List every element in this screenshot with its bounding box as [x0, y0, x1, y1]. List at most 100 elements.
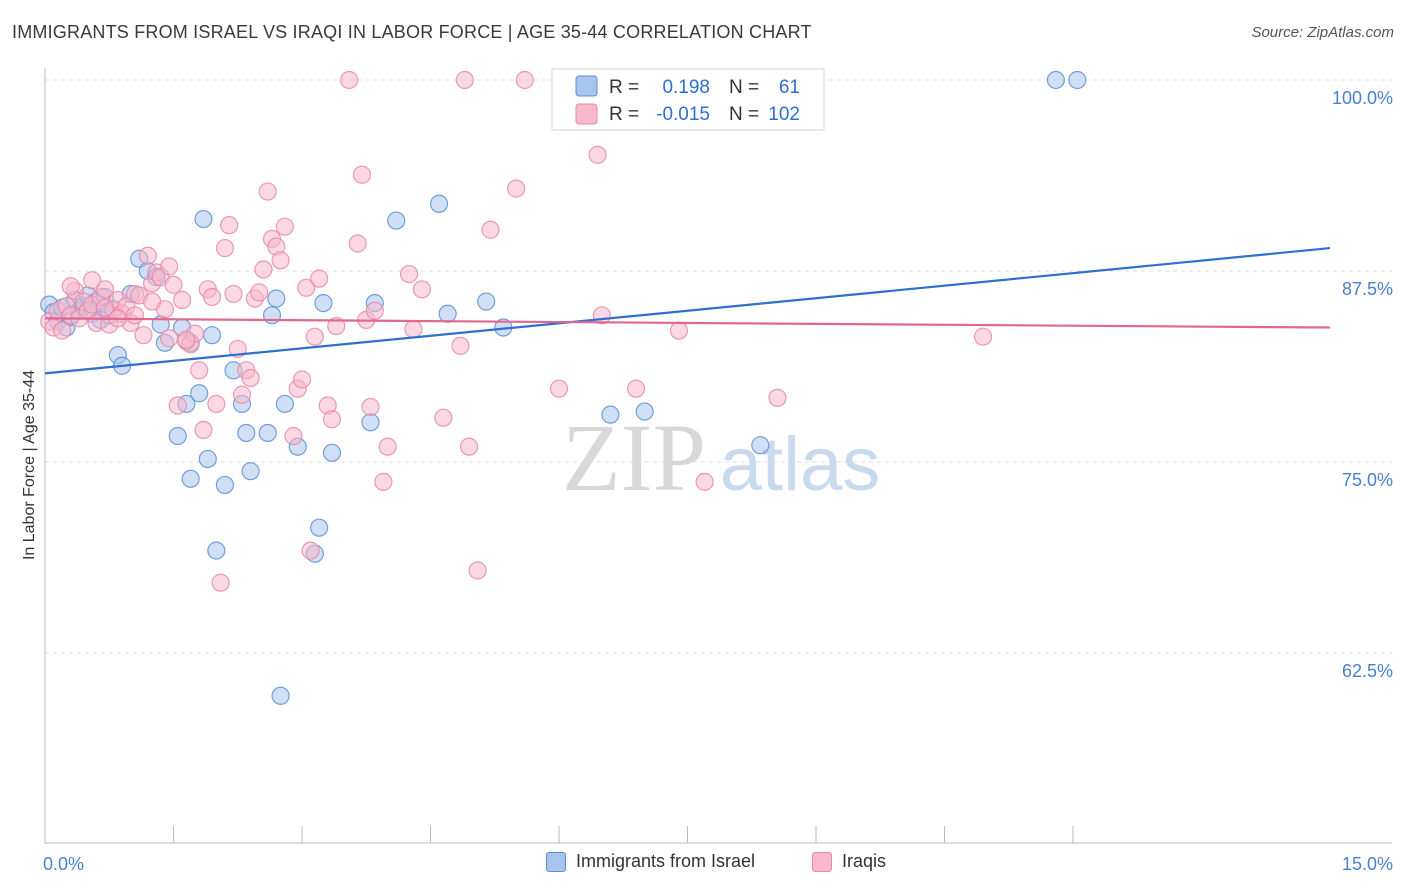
axes: [44, 68, 1392, 844]
trend-lines: [44, 246, 1331, 375]
stats-r-value-blue: 0.198: [662, 77, 710, 98]
point-iraqis: [348, 234, 367, 253]
point-israel: [267, 289, 286, 308]
point-iraqis: [160, 329, 179, 348]
point-israel: [237, 423, 256, 443]
point-israel: [601, 405, 620, 424]
stats-box: R = 0.198 N = 61 R = -0.015 N = 102: [551, 68, 825, 131]
point-israel: [322, 443, 342, 462]
y-tick-labels: 100.0% 87.5% 75.0% 62.5%: [1332, 88, 1393, 681]
stats-n-label-pink: N =: [729, 104, 759, 125]
point-iraqis: [292, 370, 312, 389]
point-iraqis: [626, 379, 646, 398]
legend-label-iraqis: Iraqis: [842, 851, 887, 871]
point-iraqis: [434, 408, 453, 427]
point-iraqis: [768, 388, 787, 407]
point-iraqis: [378, 437, 397, 456]
point-iraqis: [327, 316, 346, 336]
point-israel: [477, 292, 496, 311]
point-iraqis: [361, 397, 380, 417]
point-iraqis: [459, 437, 479, 456]
x-tick-labels: 0.0% 15.0%: [43, 854, 1393, 874]
point-israel: [194, 209, 213, 229]
point-israel: [387, 211, 406, 230]
legend-item-israel[interactable]: Immigrants from Israel: [546, 851, 755, 872]
stats-n-value-blue: 61: [779, 77, 800, 98]
point-iraqis: [168, 396, 187, 415]
point-iraqis: [515, 70, 534, 90]
watermark-zip: ZIP: [562, 404, 706, 511]
point-israel: [168, 426, 187, 446]
point-iraqis: [549, 379, 569, 398]
y-tick-label: 100.0%: [1332, 88, 1393, 108]
point-iraqis: [455, 70, 474, 90]
point-iraqis: [399, 264, 419, 284]
point-iraqis: [507, 179, 526, 198]
point-iraqis: [250, 283, 269, 302]
point-israel: [361, 413, 380, 432]
point-israel: [635, 402, 654, 421]
point-iraqis: [254, 260, 273, 279]
point-iraqis: [297, 278, 316, 297]
point-israel: [1068, 70, 1087, 90]
point-iraqis: [138, 246, 157, 265]
stats-n-label-blue: N =: [729, 77, 759, 98]
watermark-atlas: atlas: [720, 422, 881, 507]
point-iraqis: [669, 321, 689, 340]
point-iraqis: [305, 327, 324, 346]
point-iraqis: [164, 275, 183, 294]
point-israel: [215, 475, 234, 495]
point-israel: [275, 394, 294, 414]
point-israel: [310, 518, 329, 537]
point-iraqis: [53, 321, 72, 340]
point-iraqis: [271, 251, 290, 270]
legend-item-iraqis[interactable]: Iraqis: [812, 851, 886, 872]
point-israel: [1046, 70, 1065, 90]
point-iraqis: [207, 394, 226, 414]
point-iraqis: [481, 220, 500, 239]
point-iraqis: [202, 287, 222, 307]
legend-swatch-iraqis: [812, 851, 832, 872]
point-iraqis: [232, 385, 252, 404]
watermark: ZIP atlas: [562, 404, 880, 511]
point-iraqis: [160, 257, 179, 276]
point-iraqis: [284, 426, 303, 446]
y-tick-label: 62.5%: [1342, 661, 1393, 681]
point-israel: [438, 304, 457, 323]
legend-swatch-israel: [546, 851, 566, 872]
point-iraqis: [695, 472, 714, 491]
stats-r-label-blue: R =: [609, 77, 639, 98]
legend-label-israel: Immigrants from Israel: [576, 851, 756, 871]
point-israel: [198, 449, 217, 469]
source-label: Source: ZipAtlas.com: [1251, 24, 1394, 41]
point-iraqis: [322, 410, 342, 429]
point-iraqis: [404, 319, 423, 339]
point-iraqis: [134, 326, 153, 345]
trend-line-israel: [44, 246, 1331, 375]
point-iraqis: [83, 271, 102, 290]
y-tick-label: 87.5%: [1342, 279, 1393, 299]
stats-swatch-blue: [575, 75, 598, 97]
point-israel: [181, 469, 200, 488]
point-iraqis: [258, 182, 277, 201]
stats-swatch-pink: [575, 103, 598, 125]
point-israel: [258, 423, 277, 443]
point-iraqis: [61, 277, 80, 296]
point-iraqis: [95, 298, 115, 317]
point-iraqis: [194, 420, 213, 440]
point-israel: [271, 686, 290, 705]
point-iraqis: [95, 280, 115, 299]
point-iraqis: [340, 70, 359, 90]
point-iraqis: [412, 280, 432, 299]
point-israel: [241, 462, 260, 481]
point-israel: [190, 384, 209, 403]
point-iraqis: [374, 472, 393, 491]
point-israel: [429, 194, 449, 213]
point-iraqis: [224, 284, 243, 304]
chart-title: IMMIGRANTS FROM ISRAEL VS IRAQI IN LABOR…: [12, 22, 812, 42]
point-israel: [751, 436, 770, 455]
point-iraqis: [973, 327, 993, 346]
series-iraqis-points: [40, 70, 993, 592]
point-iraqis: [301, 541, 320, 560]
